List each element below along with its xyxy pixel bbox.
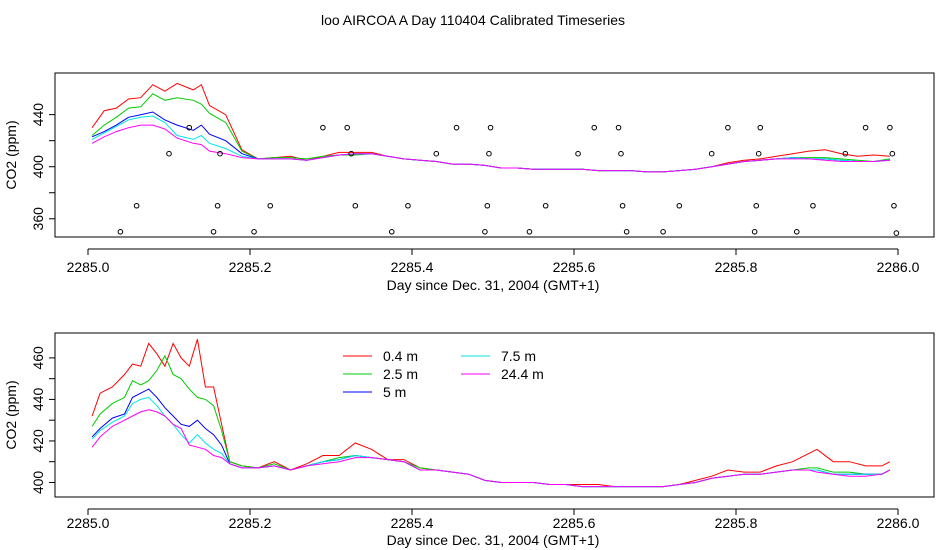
x-tick-label: 2285.4 bbox=[391, 515, 434, 531]
data-point bbox=[344, 124, 351, 131]
chart-title: loo AIRCOA A Day 110404 Calibrated Times… bbox=[321, 12, 625, 28]
data-point bbox=[210, 228, 217, 235]
data-point bbox=[676, 202, 683, 209]
data-point bbox=[388, 228, 395, 235]
data-point bbox=[842, 150, 849, 157]
data-point bbox=[615, 124, 622, 131]
y-tick-label: 400 bbox=[30, 155, 46, 179]
x-tick-label: 2286.0 bbox=[877, 515, 920, 531]
legend-label: 5 m bbox=[383, 384, 406, 400]
data-point bbox=[618, 150, 624, 157]
data-point bbox=[623, 228, 630, 235]
data-point bbox=[891, 202, 897, 209]
legend-label: 7.5 m bbox=[501, 348, 536, 364]
data-point bbox=[755, 150, 762, 157]
series-line-5 bbox=[91, 124, 890, 173]
plot-frame bbox=[54, 72, 935, 238]
x-tick-label: 2285.6 bbox=[553, 515, 596, 531]
data-point bbox=[186, 124, 193, 131]
legend-label: 2.5 m bbox=[383, 366, 418, 382]
data-point bbox=[217, 150, 223, 157]
series-line-1 bbox=[91, 339, 891, 488]
data-point bbox=[889, 150, 896, 157]
data-point bbox=[117, 228, 124, 235]
data-point bbox=[133, 202, 140, 209]
data-point bbox=[619, 202, 626, 209]
data-point bbox=[166, 150, 172, 157]
data-point bbox=[453, 124, 460, 131]
plot-area bbox=[91, 339, 891, 488]
x-tick-label: 2285.2 bbox=[229, 515, 272, 531]
y-tick-label: 460 bbox=[30, 346, 46, 370]
data-point bbox=[433, 150, 440, 157]
data-point bbox=[484, 202, 491, 209]
series-line-5 bbox=[91, 409, 891, 488]
x-tick-label: 2286.0 bbox=[877, 259, 920, 275]
legend-label: 24.4 m bbox=[501, 366, 544, 382]
x-tick-label: 2285.2 bbox=[229, 259, 272, 275]
y-axis-label: CO2 (ppm) bbox=[3, 120, 19, 189]
plot-frame bbox=[54, 332, 935, 498]
series-line-2 bbox=[91, 93, 890, 173]
bottom-panel: 2285.0 2285.2 2285.4 2285.6 2285.8 2286.0 Day … bbox=[3, 332, 935, 548]
legend: 0.4 m 2.5 m 5 m 7.5 m 24.4 m bbox=[343, 348, 544, 400]
x-axis-label: Day since Dec. 31, 2004 (GMT+1) bbox=[387, 277, 600, 293]
series-line-3 bbox=[91, 111, 890, 173]
series-line-1 bbox=[91, 82, 890, 173]
x-tick-label: 2285.0 bbox=[67, 515, 110, 531]
data-point bbox=[708, 150, 715, 157]
data-point bbox=[214, 202, 221, 209]
data-point bbox=[352, 202, 359, 209]
legend-label: 0.4 m bbox=[383, 348, 418, 364]
data-point bbox=[486, 150, 492, 157]
y-tick-label: 440 bbox=[30, 388, 46, 412]
series-line-4 bbox=[91, 115, 890, 173]
data-point bbox=[753, 202, 760, 209]
data-point bbox=[482, 228, 488, 235]
plot-area bbox=[91, 82, 900, 236]
data-point bbox=[887, 124, 893, 131]
x-tick-label: 2285.6 bbox=[553, 259, 596, 275]
data-point bbox=[862, 124, 869, 131]
data-point bbox=[267, 202, 274, 209]
x-tick-label: 2285.0 bbox=[67, 259, 110, 275]
data-point bbox=[893, 230, 900, 236]
data-point bbox=[793, 228, 800, 235]
data-point bbox=[575, 150, 581, 157]
data-point bbox=[810, 202, 816, 209]
series-line-2 bbox=[91, 354, 891, 488]
data-point bbox=[251, 228, 257, 235]
data-point bbox=[487, 124, 494, 131]
x-axis-label: Day since Dec. 31, 2004 (GMT+1) bbox=[387, 532, 600, 548]
data-point bbox=[751, 228, 758, 235]
y-tick-label: 440 bbox=[30, 103, 46, 127]
data-point bbox=[660, 228, 666, 235]
data-point bbox=[348, 150, 355, 157]
data-point bbox=[542, 202, 549, 209]
data-point bbox=[725, 124, 731, 131]
data-point bbox=[591, 124, 598, 131]
x-tick-label: 2285.8 bbox=[715, 515, 758, 531]
y-tick-label: 360 bbox=[30, 207, 46, 231]
data-point bbox=[405, 202, 411, 209]
data-point bbox=[757, 124, 764, 131]
y-tick-label: 400 bbox=[30, 471, 46, 495]
x-tick-label: 2285.4 bbox=[391, 259, 434, 275]
x-tick-label: 2285.8 bbox=[715, 259, 758, 275]
data-point bbox=[526, 228, 533, 235]
y-axis-label: CO2 (ppm) bbox=[3, 380, 19, 449]
top-panel: 2285.0 2285.2 2285.4 2285.6 2285.8 2286.0 Day … bbox=[3, 72, 935, 293]
y-tick-label: 420 bbox=[30, 429, 46, 453]
data-point bbox=[320, 124, 326, 131]
